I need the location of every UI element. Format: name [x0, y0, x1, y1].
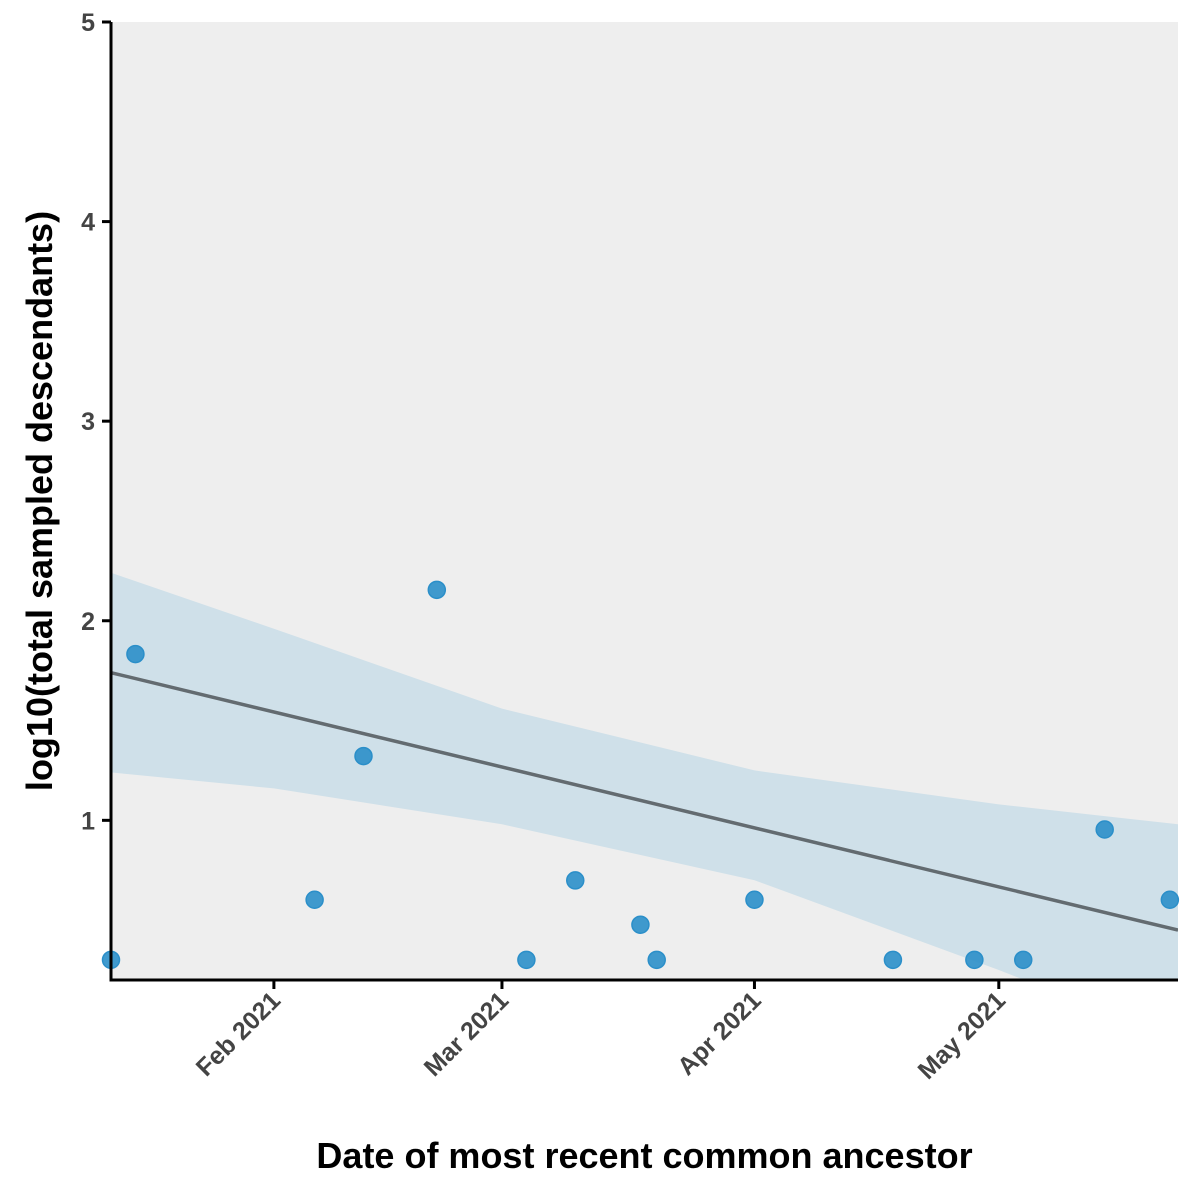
y-tick-label: 2 — [81, 608, 95, 636]
x-tick-label: Mar 2021 — [419, 986, 515, 1082]
data-point — [631, 915, 650, 934]
trend-line — [111, 670, 1178, 932]
data-point — [305, 890, 324, 910]
data-point — [126, 644, 145, 664]
data-point — [427, 580, 447, 600]
y-tick-label: 5 — [81, 9, 95, 37]
data-point — [1095, 820, 1114, 839]
data-point — [1160, 890, 1180, 910]
data-point — [647, 950, 666, 970]
x-tick-label: May 2021 — [913, 986, 1011, 1084]
x-tick-label: Apr 2021 — [672, 986, 767, 1081]
y-axis-ticks: 1 2 3 4 5 — [81, 9, 111, 835]
y-tick-label: 4 — [81, 209, 95, 237]
x-axis-title: Date of most recent common ancestor — [316, 1135, 972, 1176]
data-point — [354, 746, 373, 766]
y-axis-title: log10(total sampled descendants) — [19, 211, 60, 791]
trend-line-layer — [111, 670, 1178, 932]
data-point — [517, 950, 536, 970]
data-point — [745, 890, 764, 910]
confidence-band — [111, 572, 1178, 980]
y-tick-label: 3 — [81, 408, 95, 436]
x-tick-label: Feb 2021 — [191, 986, 287, 1082]
data-point — [1013, 950, 1033, 970]
y-tick-label: 1 — [81, 807, 95, 835]
data-point — [883, 950, 903, 970]
data-point — [965, 950, 984, 970]
confidence-band-layer — [111, 572, 1178, 980]
data-point — [566, 871, 585, 890]
x-axis-ticks: Feb 2021 Mar 2021 Apr 2021 May 2021 — [191, 980, 1011, 1085]
